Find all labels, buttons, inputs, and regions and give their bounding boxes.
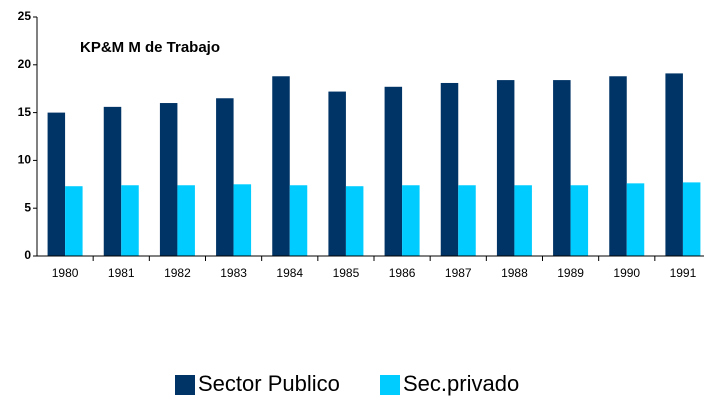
bar xyxy=(345,186,364,256)
bar xyxy=(328,91,346,257)
bar xyxy=(103,106,122,256)
x-tick-label: 1981 xyxy=(108,266,135,280)
bar xyxy=(121,185,139,256)
bar xyxy=(159,103,178,256)
y-tick-label: 25 xyxy=(18,9,32,23)
bar xyxy=(514,185,532,256)
bar xyxy=(458,185,476,256)
bar xyxy=(440,82,459,257)
legend-swatch xyxy=(175,375,195,395)
y-tick-label: 10 xyxy=(18,153,32,167)
bar xyxy=(272,76,290,256)
bar xyxy=(570,185,589,256)
x-tick-label: 1989 xyxy=(557,266,584,280)
y-tick-label: 0 xyxy=(24,248,31,262)
x-tick-label: 1983 xyxy=(220,266,247,280)
bar xyxy=(626,183,645,256)
bar xyxy=(65,186,83,256)
bar xyxy=(289,185,308,256)
x-tick-label: 1982 xyxy=(164,266,191,280)
y-tick-label: 15 xyxy=(18,105,32,119)
legend-label: Sector Publico xyxy=(198,371,340,396)
legend-label: Sec.privado xyxy=(403,371,519,396)
bar xyxy=(384,86,403,257)
x-tick-label: 1985 xyxy=(333,266,360,280)
chart-title: KP&M M de Trabajo xyxy=(80,39,220,56)
bar xyxy=(682,182,701,256)
y-tick-label: 5 xyxy=(24,200,31,214)
y-tick-label: 20 xyxy=(18,57,32,71)
x-tick-label: 1984 xyxy=(276,266,303,280)
bar xyxy=(553,80,571,256)
bar xyxy=(47,112,66,256)
bar xyxy=(233,184,252,256)
bar xyxy=(402,185,420,256)
x-tick-label: 1987 xyxy=(445,266,472,280)
x-tick-label: 1991 xyxy=(670,266,697,280)
bar xyxy=(216,98,234,256)
bar xyxy=(177,185,195,256)
x-tick-label: 1986 xyxy=(389,266,416,280)
x-tick-label: 1980 xyxy=(52,266,79,280)
bar xyxy=(609,76,627,256)
x-tick-label: 1990 xyxy=(613,266,640,280)
bar xyxy=(496,80,515,256)
legend-swatch xyxy=(380,375,400,395)
bar xyxy=(665,73,683,257)
x-tick-label: 1988 xyxy=(501,266,528,280)
